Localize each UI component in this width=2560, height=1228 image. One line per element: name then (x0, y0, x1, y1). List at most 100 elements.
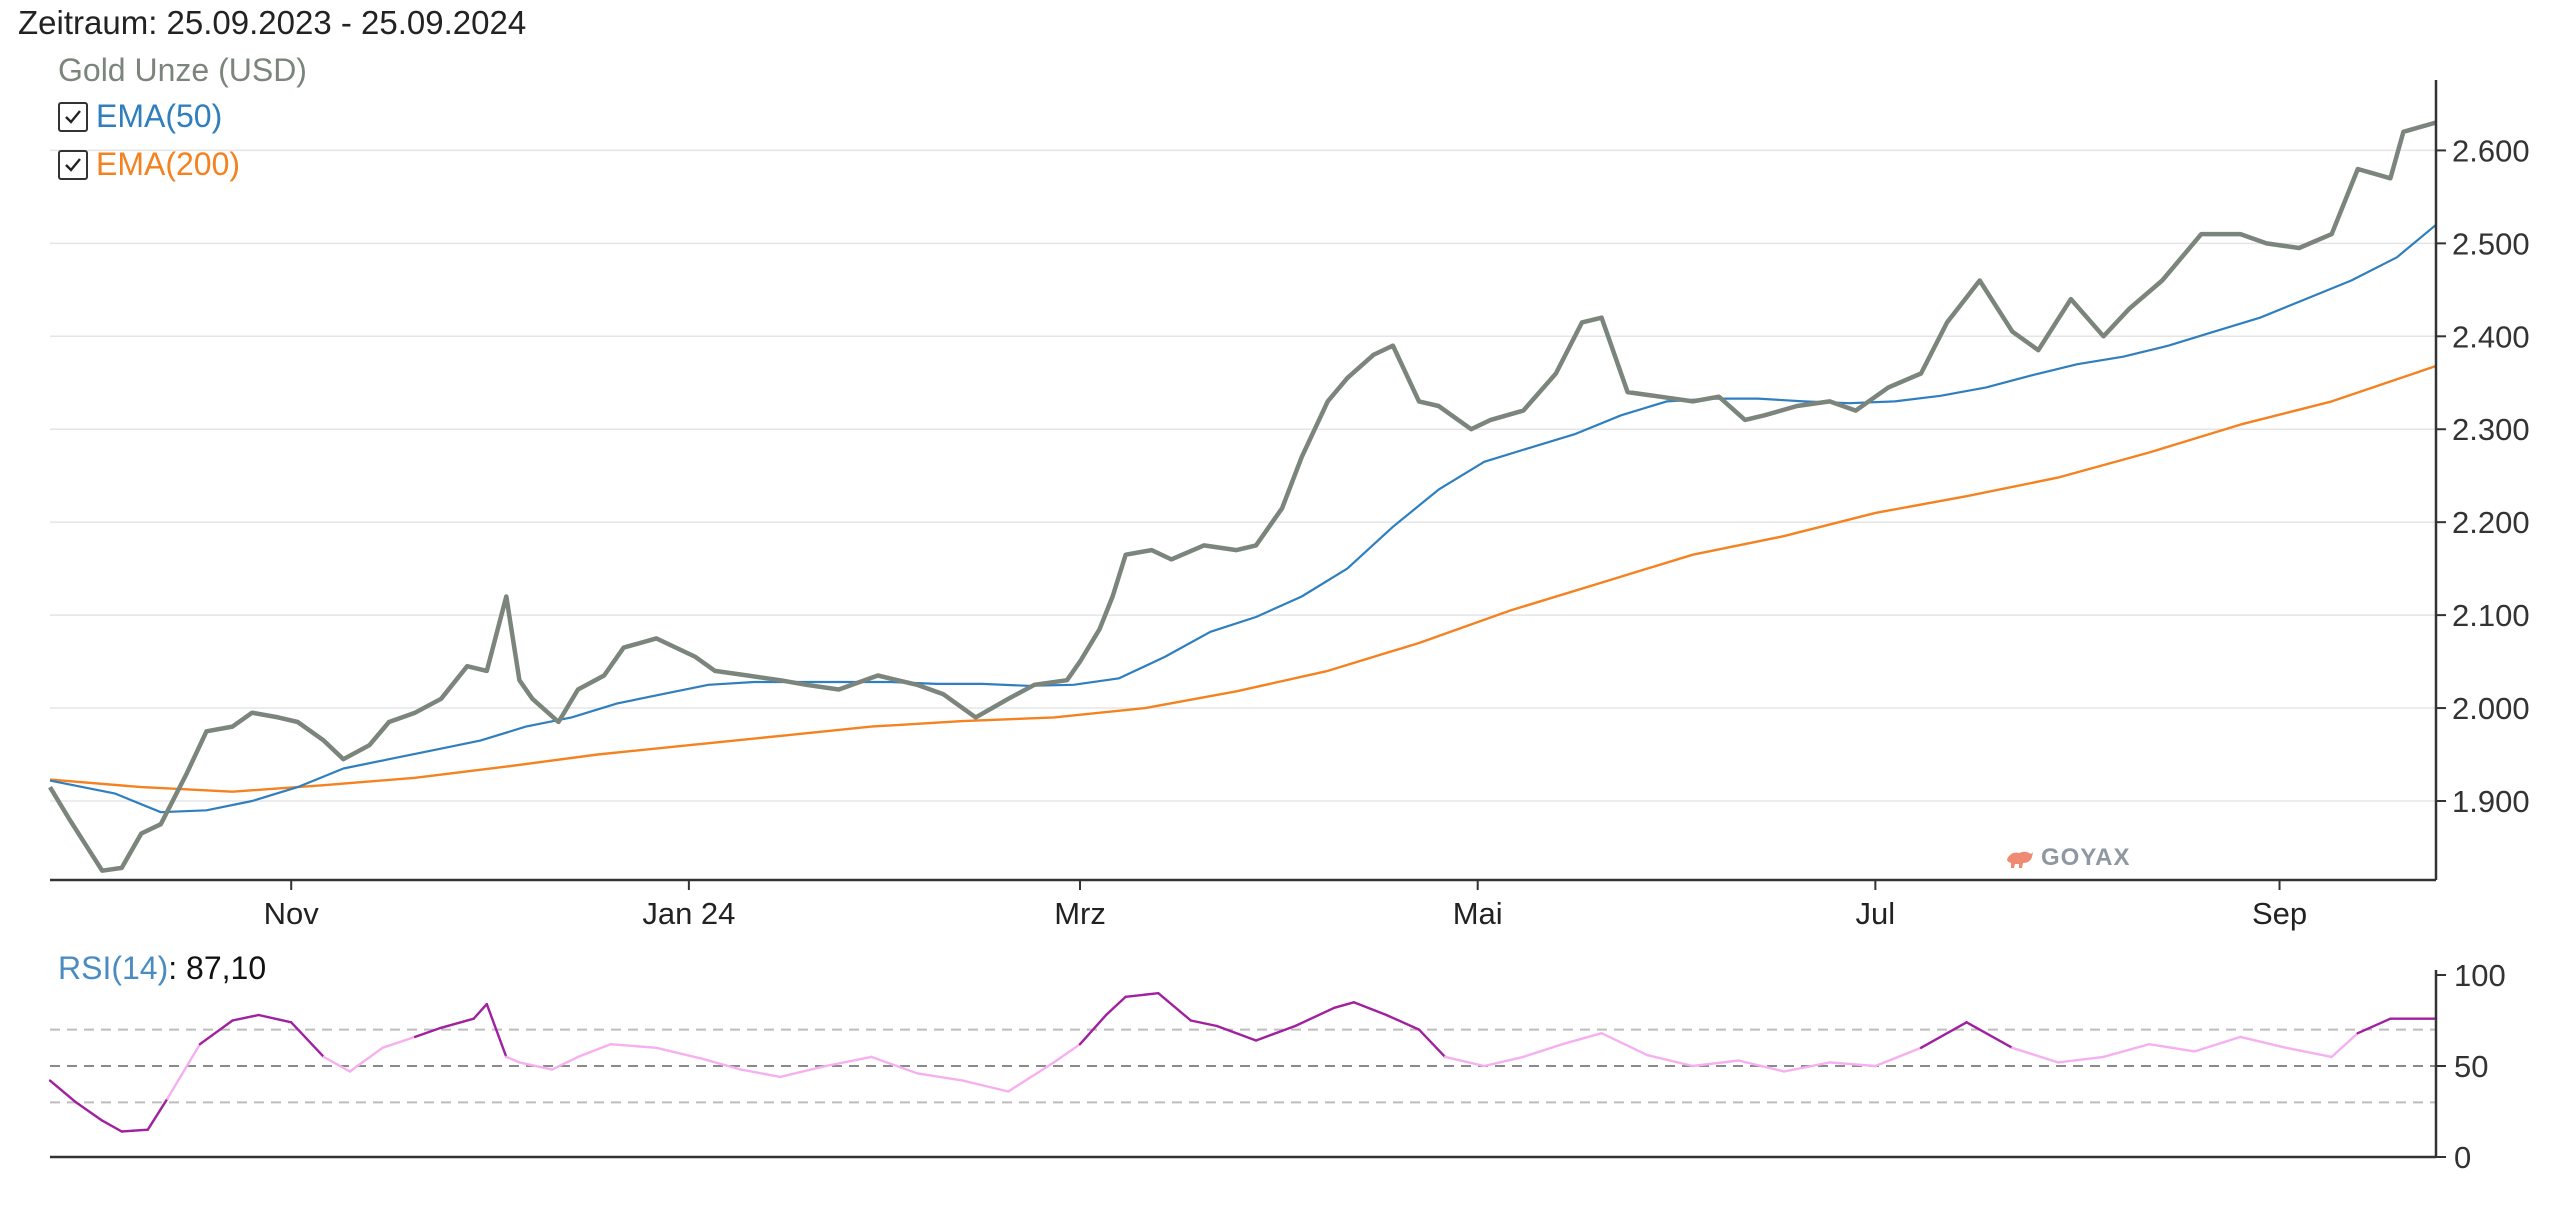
rsi-segment (1828, 1061, 1877, 1068)
rsi-segment (166, 1042, 202, 1101)
rsi-segment (1007, 1061, 1056, 1093)
rsi-segment (146, 1097, 169, 1131)
rsi-segment (1417, 1028, 1447, 1059)
rsi-y-tick-label: 100 (2454, 958, 2506, 993)
rsi-segment (1293, 1006, 1336, 1028)
rsi-segment (413, 1026, 443, 1039)
period-label: Zeitraum: 25.09.2023 - 25.09.2024 (18, 4, 527, 41)
rsi-segment (1965, 1021, 2014, 1050)
legend-label-ema50: EMA(50) (96, 98, 223, 134)
rsi-y-tick-label: 50 (2454, 1049, 2488, 1084)
watermark-brand: GOYAX (2041, 844, 2131, 871)
series-line-ema50 (49, 223, 2437, 814)
rsi-segment (257, 1013, 293, 1024)
y-tick-label: 1.900 (2452, 784, 2530, 819)
rsi-segment (1352, 1001, 1388, 1017)
ema50-checkbox[interactable] (58, 101, 88, 132)
rsi-segment (74, 1101, 104, 1122)
rsi-segment (1600, 1031, 1649, 1057)
x-tick-label: Jan 24 (642, 896, 735, 931)
y-tick-label: 2.500 (2452, 226, 2530, 261)
rsi-segment (824, 1055, 873, 1068)
rsi-segment (778, 1064, 827, 1079)
axes (50, 80, 2446, 1159)
y-tick-label: 2.100 (2452, 598, 2530, 633)
rsi-segment (2356, 1017, 2392, 1035)
rsi-segment (322, 1055, 352, 1073)
y-tick-label: 2.000 (2452, 691, 2530, 726)
legend-item-ema200[interactable]: EMA(200) (58, 146, 240, 183)
rsi-segment (609, 1042, 658, 1050)
rsi-segment (2193, 1035, 2242, 1053)
price-series (48, 120, 2437, 873)
rsi-segment (1443, 1055, 1486, 1068)
rsi-segment (505, 1055, 521, 1064)
rsi-segment (48, 1079, 78, 1104)
rsi-segment (700, 1057, 743, 1071)
rsi-segment (1254, 1024, 1297, 1042)
y-tick-label: 2.400 (2452, 319, 2530, 354)
rsi-segment (290, 1021, 325, 1059)
rsi-segment (1104, 995, 1127, 1017)
rsi-segment (2239, 1035, 2288, 1050)
rsi-segment (1482, 1055, 1525, 1068)
rsi-segment (1737, 1059, 1786, 1073)
series-line-ema200 (49, 364, 2437, 793)
rsi-segment (550, 1055, 580, 1071)
tick-labels: 1.900 2.000 2.100 2.200 2.300 2.400 2.500 2.600… (264, 133, 2530, 1175)
rsi-segment (739, 1068, 782, 1079)
legend-label-ema200: EMA(200) (96, 146, 241, 182)
rsi-segment (1645, 1053, 1695, 1068)
rsi-segment (1189, 1019, 1219, 1028)
rsi-segment (2147, 1042, 2197, 1053)
rsi-segment (2011, 1046, 2060, 1064)
rsi-segment (2330, 1031, 2360, 1059)
rsi-segment (961, 1079, 1010, 1093)
ema200-checkbox[interactable] (58, 149, 88, 180)
rsi-segment (2102, 1042, 2151, 1059)
rsi-segment (1561, 1031, 1603, 1046)
rsi-segment (1215, 1024, 1258, 1042)
x-tick-label: Nov (264, 896, 320, 931)
y-tick-label: 2.300 (2452, 412, 2530, 447)
x-tick-label: Jul (1856, 896, 1896, 931)
rsi-series (48, 992, 2438, 1133)
rsi-segment (2056, 1055, 2105, 1064)
bull-logo-icon (2007, 851, 2033, 868)
x-tick-label: Mrz (1054, 896, 1106, 931)
rsi-segment (870, 1055, 919, 1075)
legend-item-ema50[interactable]: EMA(50) (58, 98, 222, 135)
rsi-segment (1124, 992, 1160, 998)
rsi-segment (518, 1061, 554, 1071)
rsi-label: RSI(14): 87,10 (58, 950, 266, 987)
rsi-segment (120, 1128, 150, 1133)
x-tick-label: Sep (2252, 896, 2307, 931)
watermark: GOYAX (2005, 844, 2130, 872)
rsi-reference-lines (50, 1028, 2436, 1104)
rsi-segment (1385, 1013, 1421, 1031)
rsi-segment (1522, 1042, 1564, 1059)
rsi-segment (439, 1017, 475, 1030)
series-line-price (48, 120, 2437, 873)
check-icon (65, 109, 81, 124)
rsi-segment (915, 1072, 964, 1082)
rsi-segment (348, 1046, 384, 1073)
rsi-segment (1782, 1061, 1831, 1073)
x-tick-label: Mai (1453, 896, 1503, 931)
rsi-segment (1078, 1013, 1108, 1046)
rsi-segment (1052, 1042, 1082, 1064)
price-grid (50, 149, 2436, 802)
rsi-y-tick-label: 0 (2454, 1140, 2471, 1175)
y-tick-label: 2.200 (2452, 505, 2530, 540)
rsi-segment (1691, 1059, 1740, 1068)
rsi-segment (231, 1013, 260, 1022)
rsi-segment (1919, 1021, 1968, 1050)
rsi-segment (1874, 1046, 1923, 1068)
rsi-segment (100, 1119, 123, 1133)
rsi-segment (576, 1042, 612, 1059)
rsi-segment (2284, 1046, 2333, 1059)
rsi-name: RSI(14) (58, 950, 169, 986)
legend-series-title: Gold Unze (USD) (58, 52, 307, 88)
